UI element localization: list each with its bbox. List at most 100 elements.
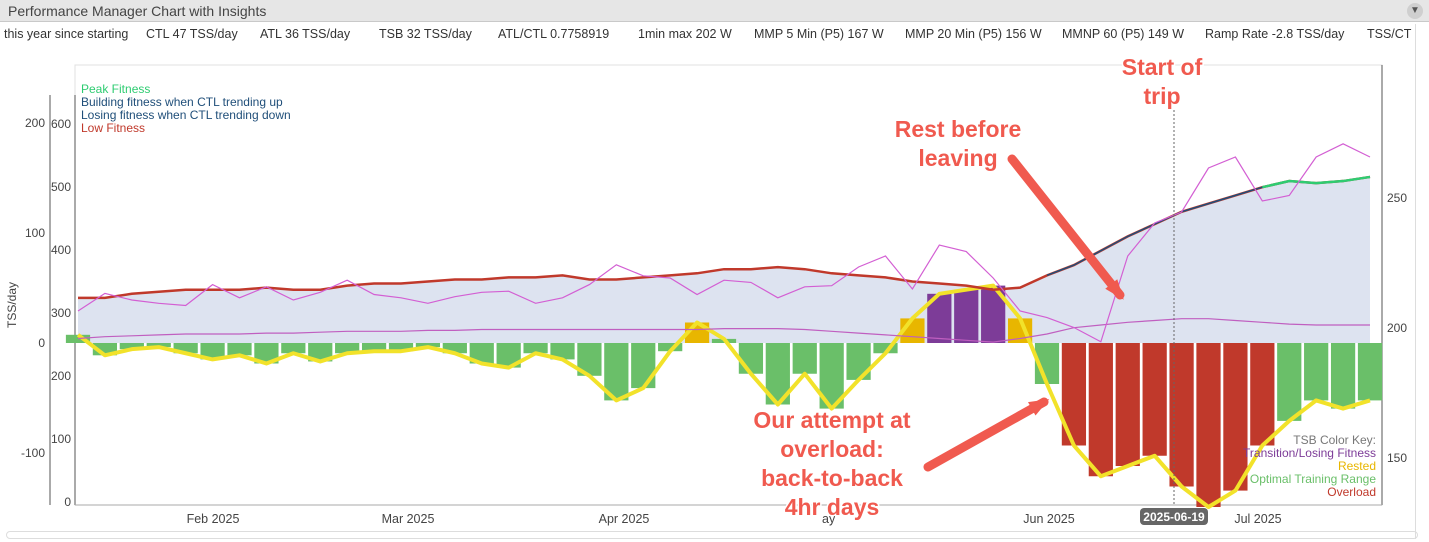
y-tick-outer-1: 100 <box>25 226 45 240</box>
ctl-key-3: Low Fitness <box>81 121 145 135</box>
tsb-key-3: Overload <box>1327 485 1376 499</box>
legend-item-8[interactable]: Ramp Rate -2.8 TSS/day <box>1205 27 1344 44</box>
tsb-bar-42 <box>1196 343 1221 507</box>
tsb-bar-2 <box>119 343 144 350</box>
tsb-bar-38 <box>1088 343 1113 477</box>
legend-item-2[interactable]: TSB 32 TSS/day <box>379 27 472 44</box>
y-tick-inner-2: 400 <box>51 243 71 257</box>
tsb-bar-25 <box>738 343 764 374</box>
tsb-bar-47 <box>1330 343 1356 409</box>
tsb-bar-45 <box>1277 343 1302 421</box>
date-range-label[interactable]: this year since starting <box>4 27 129 41</box>
x-tick-0: Feb 2025 <box>187 512 240 526</box>
tsb-bar-0 <box>65 334 91 343</box>
atl-ctl-ratio-line <box>77 318 1370 343</box>
legend-item-7[interactable]: MMNP 60 (P5) 149 W <box>1062 27 1184 44</box>
annotation-2-line-3: 4hr days <box>785 494 880 520</box>
legend-item-0[interactable]: CTL 47 TSS/day <box>146 27 238 44</box>
tsb-bar-11 <box>361 343 387 352</box>
tsb-key-title: TSB Color Key: <box>1293 433 1376 447</box>
y-tick-inner-6: 0 <box>64 495 71 509</box>
performance-chart: 200 100 0 -100 600 500 400 300 200 100 0 250 200 150 T… <box>5 53 1407 527</box>
tsb-bar-15 <box>469 343 494 364</box>
tsb-bar-3 <box>146 343 171 348</box>
overload-arrow <box>923 397 1049 472</box>
annotation-1-line-0: Rest before <box>895 116 1022 142</box>
legend-bar: this year since starting CTL 47 TSS/day A… <box>0 26 1412 44</box>
tsb-bar-7 <box>254 343 279 364</box>
tsb-bar-9 <box>308 343 333 362</box>
y-axis-label: TSS/day <box>5 282 19 328</box>
x-tick-1: Mar 2025 <box>382 512 435 526</box>
x-tick-2: Apr 2025 <box>599 512 650 526</box>
rest-arrow-head <box>1105 279 1124 300</box>
y-tick-inner-1: 500 <box>51 180 71 194</box>
y-tick-inner-3: 300 <box>51 306 71 320</box>
legend-item-5[interactable]: MMP 5 Min (P5) 167 W <box>754 27 884 44</box>
y-tick-inner-5: 100 <box>51 432 71 446</box>
tsb-bar-10 <box>335 343 360 354</box>
vertical-scrollbar[interactable] <box>1415 24 1423 539</box>
legend-item-9[interactable]: TSS/CT <box>1367 27 1411 44</box>
tsb-bar-27 <box>792 343 817 374</box>
tsb-bar-12 <box>388 343 414 352</box>
tsb-key-1: Rested <box>1338 459 1376 473</box>
tsb-bar-22 <box>658 343 683 352</box>
tsb-bar-43 <box>1223 343 1248 491</box>
tsb-bar-21 <box>631 343 656 389</box>
tsb-bar-33 <box>954 289 979 343</box>
y-tick-right-1: 200 <box>1387 321 1407 335</box>
tsb-bar-39 <box>1115 343 1140 466</box>
legend-item-1[interactable]: ATL 36 TSS/day <box>260 27 350 44</box>
tsb-bar-30 <box>873 343 898 354</box>
legend-item-6[interactable]: MMP 20 Min (P5) 156 W <box>905 27 1042 44</box>
x-tick-4: Jul 2025 <box>1234 512 1281 526</box>
y-tick-inner-0: 600 <box>51 117 71 131</box>
legend-item-3[interactable]: ATL/CTL 0.7758919 <box>498 27 609 44</box>
atl-line <box>77 143 1371 343</box>
horizontal-scrollbar[interactable] <box>6 531 1418 539</box>
panel-title: Performance Manager Chart with Insights <box>8 3 267 19</box>
tsb-bar-29 <box>846 343 871 380</box>
cursor-date-badge <box>1140 508 1208 525</box>
y-tick-outer-2: 0 <box>38 336 45 350</box>
y-tick-right-2: 150 <box>1387 451 1407 465</box>
y-tick-outer-0: 200 <box>25 116 45 130</box>
annotation-2-line-1: overload: <box>780 436 884 462</box>
chevron-down-icon[interactable]: ▼ <box>1407 3 1423 19</box>
y-tick-inner-4: 200 <box>51 369 71 383</box>
tsb-line <box>76 283 1371 509</box>
x-tick-3: Jun 2025 <box>1023 512 1074 526</box>
annotation-1-line-1: leaving <box>918 145 997 171</box>
cursor-date-label: 2025-06-19 <box>1143 510 1205 524</box>
tsb-bar-41 <box>1169 343 1194 487</box>
tsb-bar-17 <box>523 343 548 354</box>
y-tick-right-0: 250 <box>1387 191 1407 205</box>
ctl-key-2: Losing fitness when CTL trending down <box>81 108 291 122</box>
tsb-bar-6 <box>227 343 252 356</box>
tsb-key-0: Transition/Losing Fitness <box>1243 446 1376 460</box>
y-tick-outer-3: -100 <box>21 446 45 460</box>
panel-header: Performance Manager Chart with Insights … <box>0 0 1429 22</box>
rest-arrow <box>1007 154 1125 300</box>
x-tick-partial: ay <box>822 512 836 526</box>
annotation-2-line-0: Our attempt at <box>753 407 911 433</box>
tsb-bar-18 <box>550 343 575 360</box>
annotation-0-line-0: Start of <box>1122 54 1203 80</box>
ctl-key-1: Building fitness when CTL trending up <box>81 95 283 109</box>
tsb-bar-44 <box>1250 343 1275 446</box>
ctl-key-0: Peak Fitness <box>81 82 150 96</box>
ctl-peak-line <box>1262 175 1371 189</box>
tsb-bar-5 <box>200 343 225 360</box>
ctl-area <box>78 176 1370 343</box>
annotation-2-line-2: back-to-back <box>761 465 903 491</box>
tsb-bar-46 <box>1304 343 1329 401</box>
legend-item-4[interactable]: 1min max 202 W <box>638 27 732 44</box>
overload-arrow-head <box>1028 399 1050 416</box>
tsb-key-2: Optimal Training Range <box>1250 472 1376 486</box>
annotation-0-line-1: trip <box>1143 83 1180 109</box>
tsb-bar-14 <box>442 343 467 354</box>
tsb-bar-8 <box>281 343 306 354</box>
tsb-bar-48 <box>1357 343 1383 401</box>
tsb-bar-40 <box>1142 343 1167 456</box>
